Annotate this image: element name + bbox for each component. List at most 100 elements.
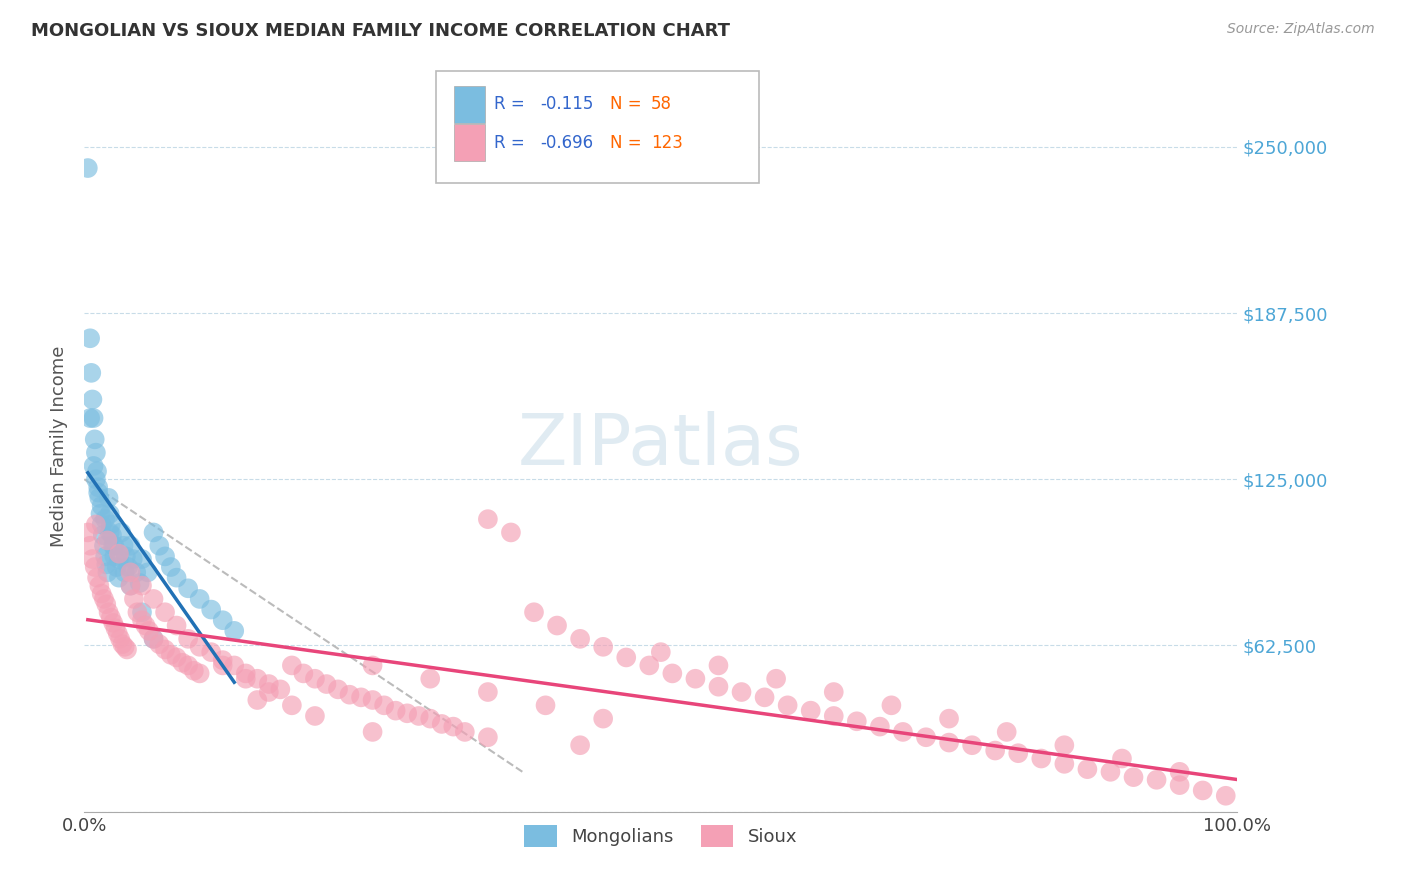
Point — [114, 566, 136, 580]
Text: N =: N = — [610, 95, 647, 113]
Point — [125, 566, 148, 580]
Point — [419, 712, 441, 726]
Point — [211, 613, 233, 627]
Point — [111, 637, 134, 651]
Text: MONGOLIAN VS SIOUX MEDIAN FAMILY INCOME CORRELATION CHART: MONGOLIAN VS SIOUX MEDIAN FAMILY INCOME … — [31, 22, 730, 40]
Point — [131, 579, 153, 593]
Point — [246, 672, 269, 686]
Point — [103, 539, 125, 553]
Point — [373, 698, 395, 713]
Point — [103, 615, 124, 630]
Point — [148, 637, 170, 651]
Point — [183, 664, 205, 678]
Point — [638, 658, 661, 673]
Point — [138, 624, 160, 638]
Point — [211, 658, 233, 673]
Point — [86, 464, 108, 478]
Text: -0.696: -0.696 — [540, 134, 593, 152]
Point — [148, 539, 170, 553]
Point — [960, 738, 983, 752]
Point — [96, 597, 118, 611]
Point — [79, 331, 101, 345]
Point — [188, 666, 211, 681]
Point — [361, 693, 384, 707]
Point — [87, 485, 110, 500]
Point — [650, 645, 672, 659]
Point — [938, 735, 960, 749]
Point — [224, 624, 246, 638]
Y-axis label: Median Family Income: Median Family Income — [49, 345, 67, 547]
Point — [107, 626, 129, 640]
Point — [1168, 764, 1191, 779]
Point — [177, 582, 200, 596]
Point — [87, 480, 110, 494]
Point — [117, 560, 139, 574]
Point — [869, 720, 891, 734]
Point — [845, 714, 868, 729]
Point — [97, 491, 120, 505]
Point — [891, 725, 914, 739]
Point — [89, 507, 111, 521]
Point — [1007, 746, 1029, 760]
Point — [127, 605, 149, 619]
Point — [108, 632, 131, 646]
Point — [121, 552, 143, 566]
Text: 123: 123 — [651, 134, 683, 152]
Point — [430, 717, 453, 731]
Point — [110, 525, 132, 540]
Point — [1146, 772, 1168, 787]
Point — [823, 685, 845, 699]
Point — [281, 698, 304, 713]
Point — [79, 539, 101, 553]
Text: R =: R = — [494, 95, 530, 113]
Point — [97, 605, 120, 619]
Point — [419, 672, 441, 686]
Point — [108, 571, 131, 585]
Point — [269, 682, 291, 697]
Point — [96, 533, 118, 548]
Point — [1215, 789, 1237, 803]
Point — [477, 512, 499, 526]
Point — [80, 366, 103, 380]
Point — [361, 725, 384, 739]
Point — [534, 698, 557, 713]
Text: 58: 58 — [651, 95, 672, 113]
Point — [98, 507, 121, 521]
Legend: Mongolians, Sioux: Mongolians, Sioux — [517, 817, 804, 854]
Point — [224, 658, 246, 673]
Point — [685, 672, 707, 686]
Text: R =: R = — [494, 134, 530, 152]
Point — [108, 552, 131, 566]
Point — [83, 411, 105, 425]
Point — [160, 648, 183, 662]
Point — [83, 433, 105, 447]
Point — [114, 640, 136, 654]
Point — [166, 618, 188, 632]
Text: ZIPatlas: ZIPatlas — [517, 411, 804, 481]
Point — [120, 539, 142, 553]
Point — [142, 632, 165, 646]
Point — [142, 632, 165, 646]
Point — [142, 591, 165, 606]
Point — [172, 656, 194, 670]
Point — [94, 549, 117, 564]
Point — [707, 658, 730, 673]
Point — [523, 605, 546, 619]
Point — [188, 640, 211, 654]
Point — [477, 731, 499, 745]
Point — [76, 161, 98, 175]
Point — [103, 549, 125, 564]
Point — [90, 517, 112, 532]
Point — [995, 725, 1018, 739]
Point — [754, 690, 776, 705]
Point — [153, 605, 176, 619]
Point — [441, 720, 464, 734]
Point — [120, 579, 142, 593]
Point — [86, 571, 108, 585]
Point — [84, 445, 107, 459]
Point — [384, 704, 406, 718]
Point — [131, 552, 153, 566]
Point — [938, 712, 960, 726]
Point — [131, 613, 153, 627]
Point — [304, 709, 326, 723]
